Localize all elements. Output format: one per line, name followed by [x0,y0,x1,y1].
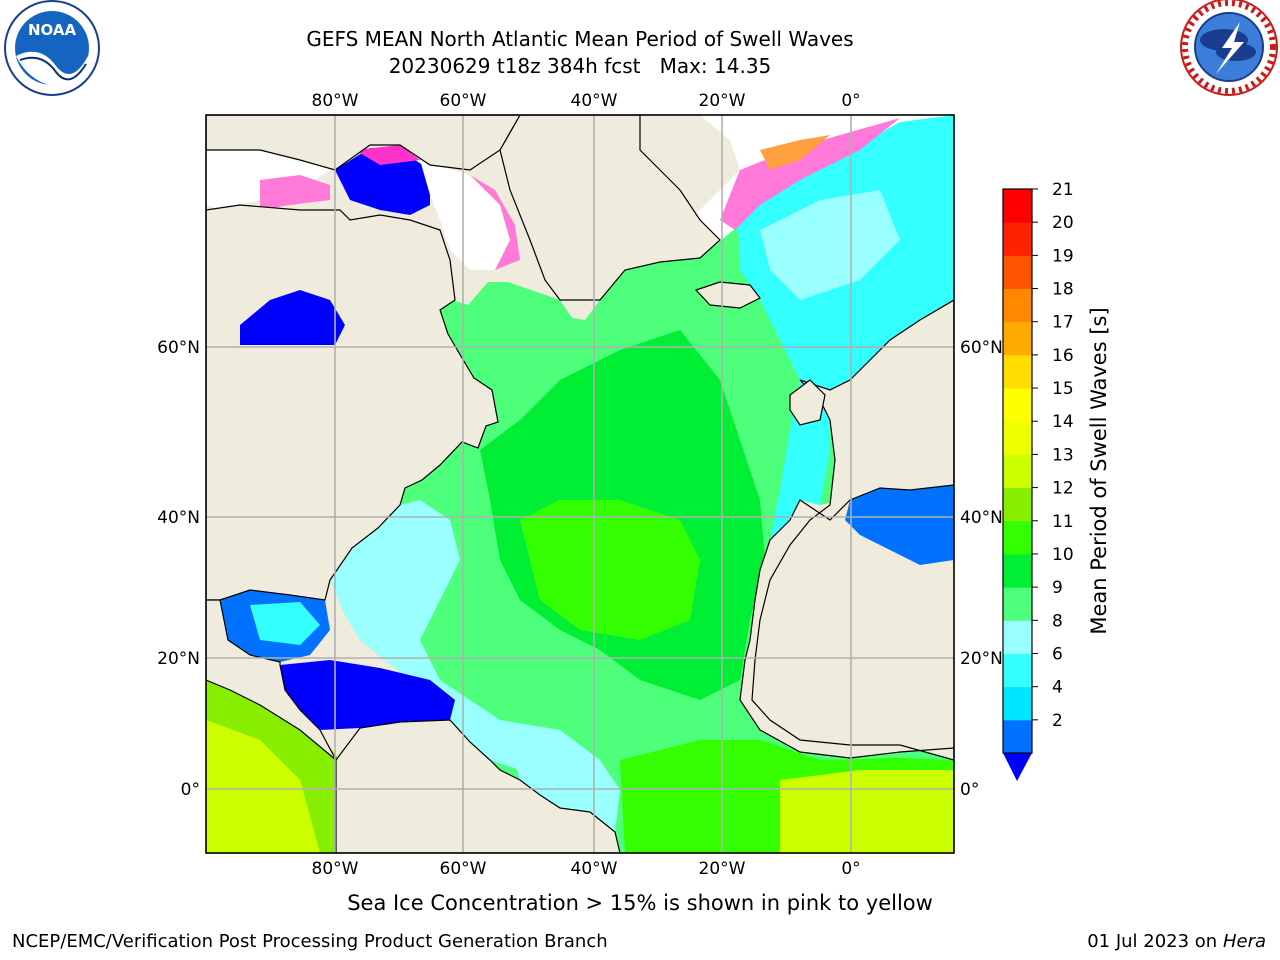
greenland-land [499,115,721,301]
colorbar-tick-label-21: 21 [1052,180,1074,200]
colorbar-segment-2 [1003,719,1032,754]
sea-ice-greenland-orange [760,135,830,170]
tropical-band [500,720,620,832]
lon-tick-top-80w: 80°W [312,91,359,111]
graticule [206,115,954,853]
colorbar-segment-10 [1003,553,1032,588]
colorbar-tick-label-9: 9 [1052,578,1063,598]
europe-africa-land [739,299,954,853]
colorbar-tick-label-15: 15 [1052,379,1074,399]
eastern-pacific-long [206,720,320,853]
colorbar-under-triangle [1003,753,1032,781]
colorbar-segment-9 [1003,587,1032,621]
colorbar: 21 20 19 18 17 16 15 14 13 12 11 10 9 8 6 4 2 Mean Perio… [1002,180,1111,781]
sea-ice-greenland [680,115,954,258]
lon-tick-top-0: 0° [841,91,860,111]
sea-ice-baffin [420,160,510,270]
norwegian-sea-core [760,190,900,300]
colorbar-segment-20 [1003,222,1032,256]
colorbar-tick-label-10: 10 [1052,545,1074,565]
sea-ice-greenland-edge [720,118,900,230]
date-text: 01 Jul 2023 on [1087,931,1223,952]
british-isles-land [789,379,826,426]
lon-tick-top-20w: 20°W [699,91,746,111]
eastern-shelf-band [760,380,830,570]
western-shelf-band [330,500,520,770]
colorbar-segment-4 [1003,686,1032,721]
colorbar-segment-21 [1003,189,1032,223]
colorbar-segment-18 [1003,288,1032,323]
credit-line: NCEP/EMC/Verification Post Processing Pr… [12,931,608,952]
colorbar-tick-label-8: 8 [1052,611,1063,631]
lon-tick-bottom-0: 0° [841,859,860,879]
lon-tick-top-40w: 40°W [571,91,618,111]
colorbar-tick-label-16: 16 [1052,346,1074,366]
sea-ice-archipelago-edge [260,175,330,210]
colorbar-tick-label-14: 14 [1052,412,1074,432]
colorbar-segment-14 [1003,421,1032,455]
south-america-land [335,719,621,853]
machine-name: Hera [1222,931,1266,952]
central-america-land [206,599,337,761]
colorbar-label: Mean Period of Swell Waves [s] [1087,307,1111,634]
colorbar-tick-label-18: 18 [1052,280,1074,300]
lat-tick-left-20n: 20°N [157,649,200,669]
lon-tick-bottom-60w: 60°W [440,859,487,879]
colorbar-segment-19 [1003,255,1032,290]
date-line: 01 Jul 2023 on Hera [1087,931,1266,953]
colorbar-segment-8 [1003,620,1032,654]
lat-tick-left-40n: 40°N [157,508,200,528]
colorbar-tick-label-19: 19 [1052,246,1074,266]
colorbar-segment-12 [1003,487,1032,522]
map-area: 80°W 60°W 40°W 20°W 0° 80°W 60°W 40°W 20… [157,91,1003,879]
lon-tick-bottom-20w: 20°W [699,859,746,879]
lat-tick-left-60n: 60°N [157,338,200,358]
noaa-logo-text: NOAA [28,21,77,39]
chart-title: GEFS MEAN North Atlantic Mean Period of … [306,27,854,51]
lon-tick-bottom-40w: 40°W [571,859,618,879]
colorbar-tick-label-11: 11 [1052,512,1074,532]
lat-tick-right-60n: 60°N [960,338,1003,358]
sea-ice-caption: Sea Ice Concentration > 15% is shown in … [347,891,933,915]
lat-tick-right-40n: 40°N [960,508,1003,528]
colorbar-tick-label-20: 20 [1052,213,1074,233]
colorbar-tick-label-6: 6 [1052,644,1063,664]
map-frame [205,114,955,854]
colorbar-segment-16 [1003,354,1032,389]
colorbar-segment-17 [1003,321,1032,356]
mediterranean-sea [845,485,954,565]
lat-tick-right-0: 0° [960,780,979,800]
lon-tick-top-60w: 60°W [440,91,487,111]
colorbar-tick-label-4: 4 [1052,678,1063,698]
hudson-bay [335,148,430,215]
ocean-field [206,115,954,853]
colorbar-frame [1002,188,1033,754]
colorbar-segment-11 [1003,520,1032,555]
sea-ice-baffin-edge [470,175,520,270]
iceland-land [694,281,761,309]
chart-subtitle: 20230629 t18z 384h fcst Max: 14.35 [388,54,772,78]
colorbar-segment-13 [1003,454,1032,489]
ocean-core-bright [520,500,700,640]
lat-tick-right-20n: 20°N [960,649,1003,669]
noaa-logo: NOAA [4,0,100,96]
colorbar-tick-label-13: 13 [1052,445,1074,465]
colorbar-tick-label-2: 2 [1052,711,1063,731]
northwest-bay-top [240,290,345,345]
caribbean-sea [280,660,455,730]
hudson-ice-edge [355,145,420,165]
colorbar-tick-label-17: 17 [1052,313,1074,333]
lat-tick-left-0: 0° [181,780,200,800]
gulf-core [250,602,320,645]
south-atlantic-long-period [780,770,954,853]
lon-tick-bottom-80w: 80°W [312,859,359,879]
nws-logo [1180,0,1278,96]
arctic-land [206,115,521,171]
colorbar-segments [1003,189,1032,754]
colorbar-segment-15 [1003,388,1032,422]
colorbar-tick-label-12: 12 [1052,479,1074,499]
colorbar-segment-6 [1003,653,1032,688]
colorbar-ticks: 21 20 19 18 17 16 15 14 13 12 11 10 9 8 6 4 2 [1032,180,1074,731]
